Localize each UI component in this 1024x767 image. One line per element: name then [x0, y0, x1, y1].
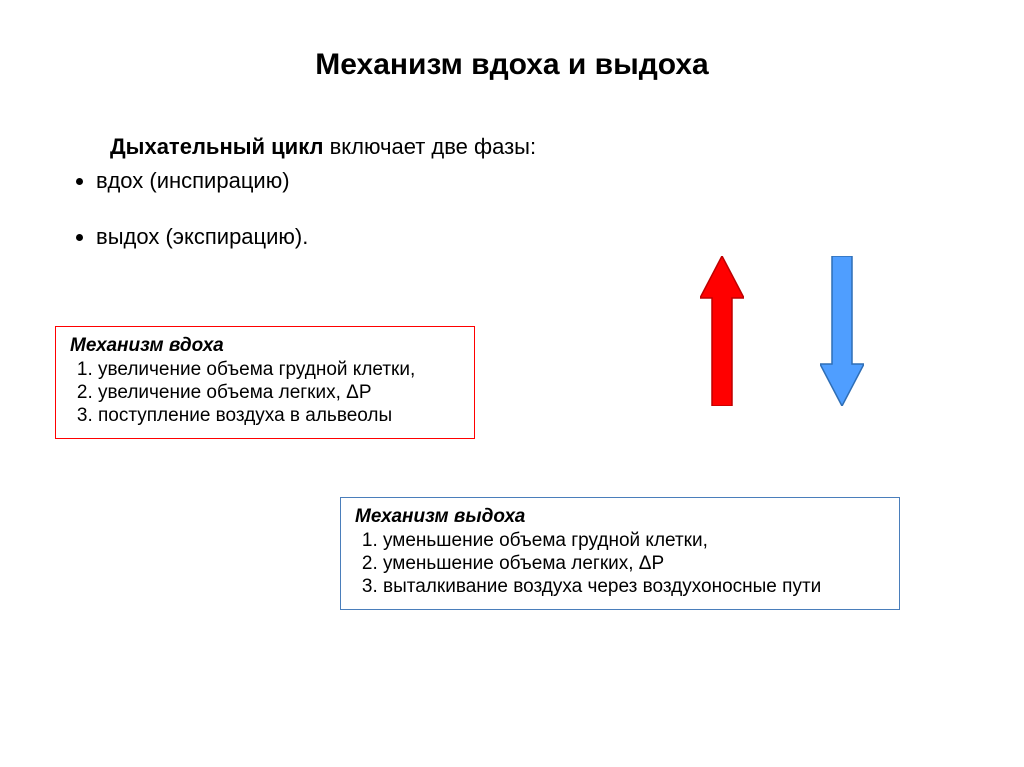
phase-bullets: вдох (инспирацию) выдох (экспирацию).	[0, 168, 1024, 250]
list-item: уменьшение объема грудной клетки,	[383, 530, 887, 552]
inhalation-box: Механизм вдоха увеличение объема грудной…	[55, 326, 475, 439]
down-arrow-icon	[820, 256, 864, 411]
up-arrow-icon	[700, 256, 744, 411]
exhalation-list: уменьшение объема грудной клетки, уменьш…	[355, 530, 887, 598]
list-item: вдох (инспирацию)	[96, 168, 1024, 194]
list-item: поступление воздуха в альвеолы	[98, 405, 462, 427]
title-text: Механизм вдоха и выдоха	[315, 48, 709, 81]
inhalation-list: увеличение объема грудной клетки, увелич…	[70, 359, 462, 427]
list-item: увеличение объема грудной клетки,	[98, 359, 462, 381]
list-item: уменьшение объема легких, ΔР	[383, 553, 887, 575]
inhalation-box-title: Механизм вдоха	[70, 335, 462, 357]
intro-rest: включает две фазы:	[323, 134, 536, 159]
exhalation-box: Механизм выдоха уменьшение объема грудно…	[340, 497, 900, 610]
page-title: Механизм вдоха и выдоха	[0, 0, 1024, 82]
intro-bold: Дыхательный цикл	[110, 134, 323, 159]
list-item: увеличение объема легких, ΔР	[98, 382, 462, 404]
exhalation-box-title: Механизм выдоха	[355, 506, 887, 528]
intro-line: Дыхательный цикл включает две фазы:	[0, 134, 1024, 160]
list-item: выталкивание воздуха через воздухоносные…	[383, 576, 887, 598]
list-item: выдох (экспирацию).	[96, 224, 1024, 250]
